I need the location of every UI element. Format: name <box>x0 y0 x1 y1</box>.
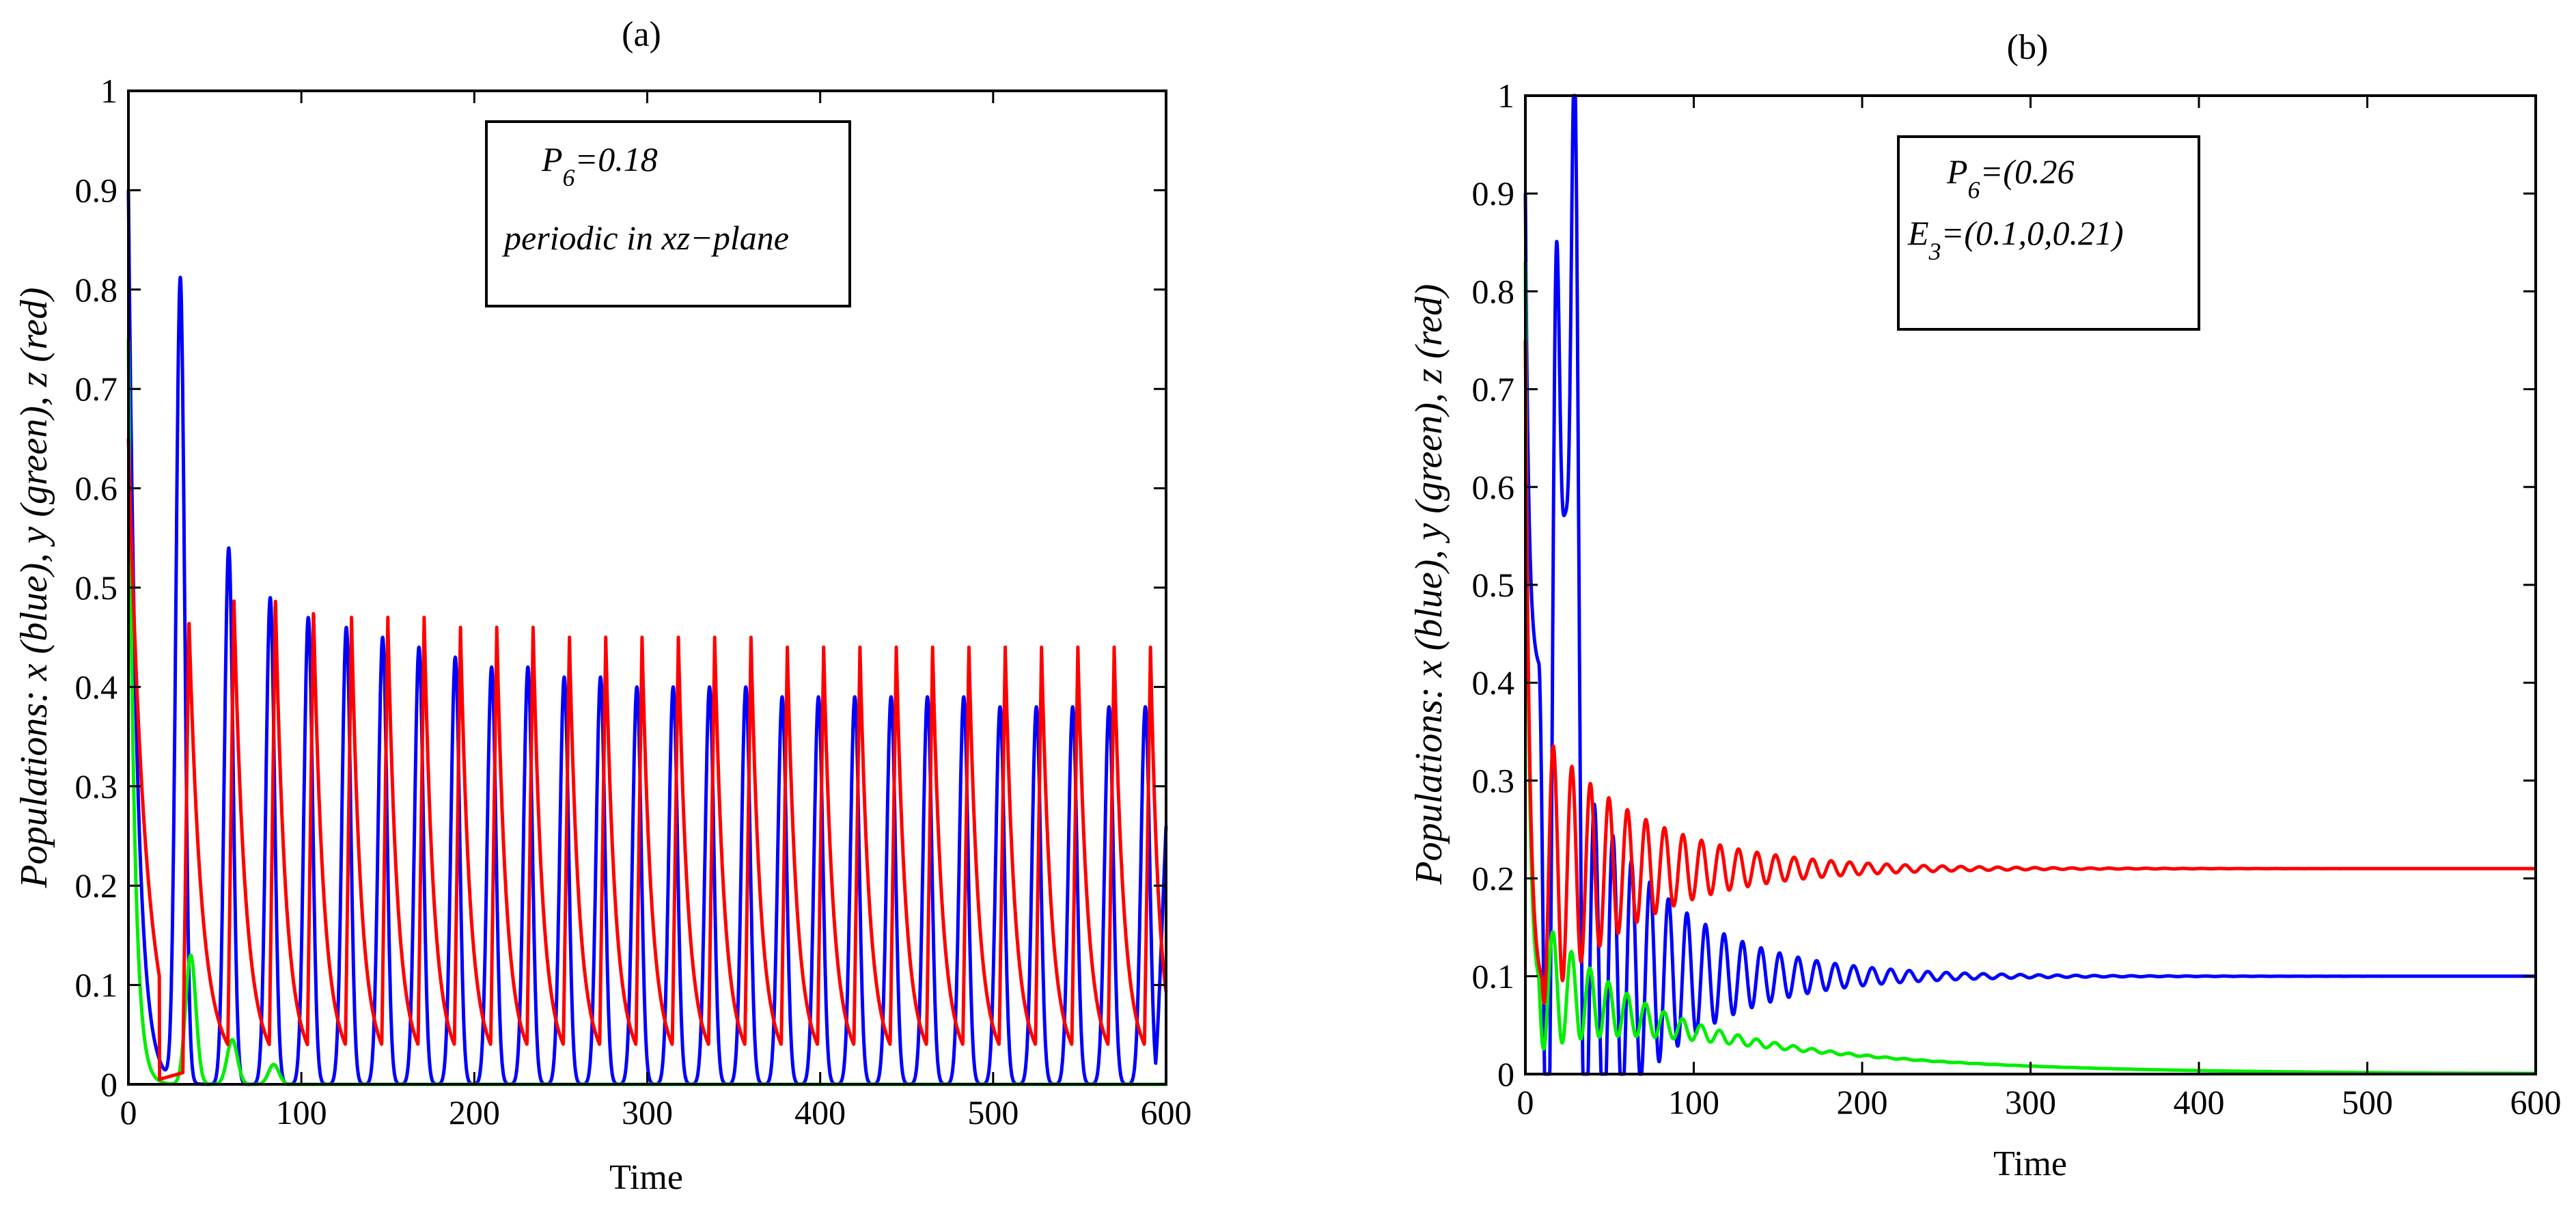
panel-a-y-tick-label: 0.7 <box>75 370 118 408</box>
panel-b-annotation: P6=(0.26 E3=(0.1,0,0.21) <box>1897 135 2200 331</box>
panel-b-y-tick-label: 0.5 <box>1472 566 1515 604</box>
panel-a-x-tick-label: 600 <box>1141 1093 1192 1131</box>
panel-b-y-tick-label: 0.1 <box>1472 957 1515 996</box>
panel-a-annotation: P6=0.18 periodic in xz−plane <box>485 120 851 307</box>
panel-b-x-tick-label: 400 <box>2174 1083 2225 1121</box>
panel-a-y-tick-label: 0.1 <box>75 966 118 1004</box>
panel-b-y-tick-label: 0 <box>1497 1055 1514 1093</box>
panel-b-x-tick-labels: 0 100 200 300 400 500 600 <box>1517 1083 2562 1121</box>
panel-a-y-axis-label: Populations: x (blue), y (green), z (red… <box>13 287 55 888</box>
panel-a-y-tick-labels: 0 0.1 0.2 0.3 0.4 0.5 0.6 0.7 0.8 0.9 1 <box>75 72 118 1103</box>
panel-b-y-tick-label: 0.9 <box>1472 174 1515 212</box>
panel-a-annotation-line2: periodic in xz−plane <box>502 219 789 257</box>
panel-a-annotation-box <box>485 120 851 307</box>
panel-a-y-tick-label: 0.8 <box>75 271 118 309</box>
panel-b-x-tick-label: 300 <box>2005 1083 2056 1121</box>
panel-b-title: (b) <box>2007 28 2049 67</box>
panel-a-series-z-line <box>126 438 1168 1082</box>
panel-a-y-tick-label: 0.5 <box>75 568 118 607</box>
panel-a-x-tick-label: 500 <box>967 1093 1019 1131</box>
panel-b-annotation-e: E3=(0.1,0,0.21) <box>1907 214 2124 265</box>
panel-a-title: (a) <box>622 15 661 54</box>
panel-a-y-tick-label: 0.3 <box>75 767 118 806</box>
panel-b-y-tick-label: 0.8 <box>1472 272 1515 310</box>
panel-b-x-tick-label: 500 <box>2342 1083 2393 1121</box>
panel-a-x-tick-label: 100 <box>276 1093 327 1131</box>
panel-b-x-axis-label: Time <box>1993 1144 2067 1183</box>
panel-b-annotation-box <box>1897 135 2200 331</box>
panel-a-y-tick-label: 0.6 <box>75 469 118 508</box>
panel-b-y-tick-labels: 0 0.1 0.2 0.3 0.4 0.5 0.6 0.7 0.8 0.9 1 <box>1472 77 1515 1093</box>
panel-a-y-tick-label: 1 <box>100 72 117 110</box>
panel-a-y-tick-label: 0.9 <box>75 171 118 209</box>
panel-b-x-tick-label: 100 <box>1668 1083 1719 1121</box>
panel-b-y-tick-label: 1 <box>1497 77 1514 115</box>
panel-a-x-tick-labels: 0 100 200 300 400 500 600 <box>120 1093 1192 1131</box>
panel-b-y-tick-label: 0.4 <box>1472 663 1515 702</box>
panel-a-y-tick-label: 0 <box>100 1065 117 1103</box>
panel-a-ticks <box>127 90 1167 1086</box>
panel-b-x-tick-label: 200 <box>1837 1083 1888 1121</box>
panel-b-y-tick-label: 0.7 <box>1472 370 1515 409</box>
panel-b-y-tick-label: 0.3 <box>1472 761 1515 799</box>
panel-a-x-tick-label: 0 <box>120 1093 137 1131</box>
panel-a-x-tick-label: 200 <box>449 1093 500 1131</box>
panel-a-x-tick-label: 400 <box>794 1093 846 1131</box>
panel-b-x-tick-label: 0 <box>1517 1083 1534 1121</box>
panel-a-x-tick-label: 300 <box>622 1093 673 1131</box>
panel-a-series-x-line <box>126 190 1168 1086</box>
panel-a-x-axis-label: Time <box>609 1158 683 1197</box>
chart-panel-a: (a) 0 100 200 300 400 500 600 0 0.1 0.2 0.3 0.4 0.5… <box>13 15 1192 1197</box>
panel-b-ticks <box>1524 94 2537 1075</box>
panel-a-y-tick-label: 0.4 <box>75 668 118 706</box>
panel-b-x-tick-label: 600 <box>2510 1083 2562 1121</box>
panel-b-y-tick-label: 0.6 <box>1472 468 1515 506</box>
chart-panel-b: (b) 0 100 200 300 400 500 600 0 0.1 0.2 0.3 0.4 0.5… <box>1408 28 2562 1183</box>
panel-b-y-axis-label: Populations: x (blue), y (green), z (red… <box>1408 284 1450 885</box>
panel-b-series-z-line <box>1523 340 2538 1005</box>
panel-b-series-x-line <box>1523 94 2538 1076</box>
panel-a-y-tick-label: 0.2 <box>75 866 118 905</box>
panel-b-y-tick-label: 0.2 <box>1472 860 1515 898</box>
panel-b-annotation-p: P6=(0.26 <box>1946 152 2074 204</box>
panel-a-annotation-p: P6=0.18 <box>541 140 658 191</box>
